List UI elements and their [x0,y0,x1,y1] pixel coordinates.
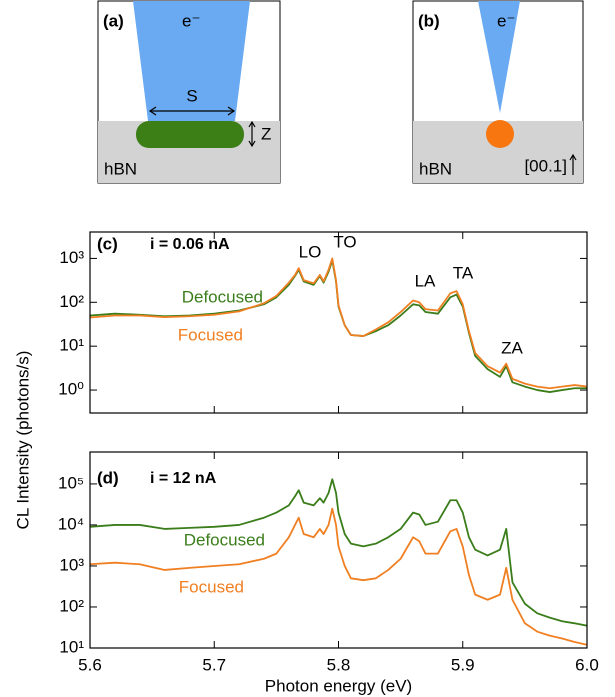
x-tick-label: 5.9 [451,655,475,674]
chart-title: i = 12 nA [150,470,217,487]
peak-label: TO [333,232,356,251]
y-tick-label: 10⁵ [58,473,84,492]
x-tick-label: 5.8 [327,655,351,674]
y-tick-label: 10⁰ [58,380,84,399]
peak-label: ZA [501,338,523,357]
series-line [90,259,587,393]
peak-label: TA [453,263,474,282]
arrow-head [227,106,236,116]
arrow-head [148,106,157,116]
y-axis-label: CL Intensity (photons/s) [13,351,32,530]
x-tick-label: 5.7 [202,655,226,674]
y-tick-label: 10² [59,292,84,311]
panel-label: (a) [103,11,124,30]
excitation-volume [136,121,244,148]
arrow-head [248,140,256,148]
y-tick-label: 10⁴ [58,514,84,533]
y-tick-label: 10³ [59,555,84,574]
axis-label: [00.1] [524,156,567,175]
beam-label: e⁻ [497,11,515,30]
material-label: hBN [104,159,137,178]
chart: 10⁰ 10¹ 10² 10³ Defocused Focused (c) i = 0.06 … [58,231,588,414]
electron-beam [478,1,520,113]
series-label: Defocused [182,287,263,306]
series-label: Focused [179,577,244,596]
series-label: Focused [178,325,243,344]
x-axis-label: Photon energy (eV) [265,676,412,695]
panel-label: (c) [97,234,118,253]
material-label: hBN [419,159,452,178]
chart: 10¹ 10² 10³ 10⁴ 10⁵ 5.6 5.7 5.8 5.9 6.0 Photon ene… [58,451,599,695]
y-tick-label: 10³ [59,248,84,267]
panel-label: (d) [97,468,119,487]
electron-beam [133,1,250,121]
arrow-head [569,153,577,161]
peak-label: LA [415,271,436,290]
size-label: S [186,86,197,105]
y-tick-label: 10¹ [59,336,84,355]
peak-label: LO [299,242,322,261]
schematic-b: (b) e⁻ hBN [00.1] [412,0,584,184]
series-line [90,257,587,390]
plot-frame [89,231,588,414]
series-label: Defocused [184,530,265,549]
y-tick-label: 10² [59,596,84,615]
schematic-a: (a) e⁻ S Z hBN [97,0,281,184]
series-line [90,478,587,627]
arrow-head [248,120,256,128]
panel-label: (b) [418,11,440,30]
x-tick-label: 5.6 [78,655,102,674]
excitation-volume [486,120,514,148]
depth-label: Z [261,124,271,143]
x-tick-label: 6.0 [575,655,599,674]
chart-title: i = 0.06 nA [150,236,230,253]
plot-frame [89,451,588,649]
y-tick-label: 10¹ [59,637,84,656]
series-line [90,507,587,646]
beam-label: e⁻ [182,11,200,30]
